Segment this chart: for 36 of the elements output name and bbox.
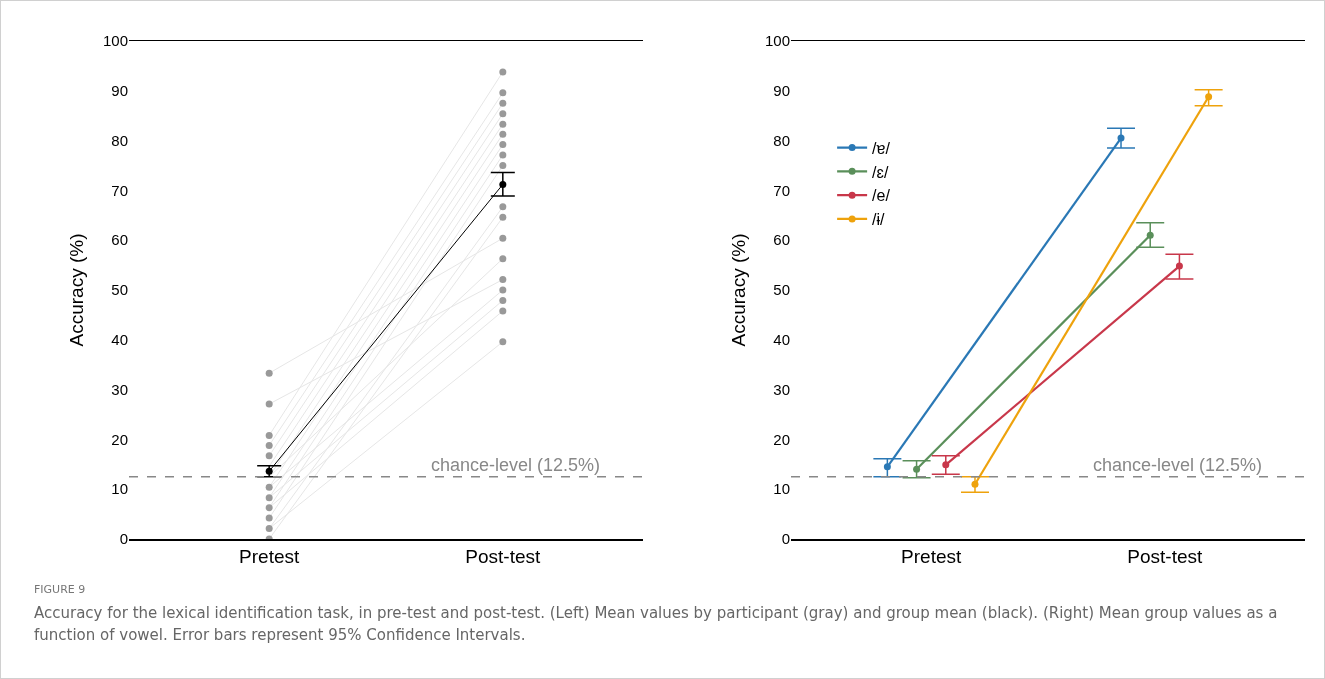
y-tick-label: 20 — [111, 430, 128, 448]
y-tick-label: 10 — [111, 480, 128, 498]
y-axis-title: Accuracy (%) — [727, 233, 749, 347]
x-tick-label: Pretest — [239, 546, 300, 568]
y-tick-label: 0 — [119, 530, 128, 548]
y-tick-label: 80 — [111, 131, 128, 149]
y-tick-label: 60 — [773, 231, 790, 249]
y-tick-label: 50 — [111, 281, 128, 299]
y-tick-label: 100 — [764, 32, 790, 50]
legend-label: /ɐ/ — [872, 139, 891, 157]
x-tick-label: Pretest — [901, 546, 962, 568]
y-tick-label: 70 — [773, 181, 790, 199]
y-tick-label: 30 — [111, 380, 128, 398]
y-tick-label: 40 — [773, 331, 790, 349]
caption: FIGURE 9 — [34, 583, 87, 596]
y-tick-label: 60 — [111, 231, 128, 249]
y-tick-label: 100 — [102, 32, 128, 50]
y-tick-label: 80 — [773, 131, 790, 149]
legend-label: /ɛ/ — [872, 163, 889, 181]
y-axis-title: Accuracy (%) — [65, 233, 87, 347]
legend-label: /e/ — [872, 187, 891, 205]
y-tick-label: 50 — [773, 281, 790, 299]
y-tick-label: 90 — [111, 82, 128, 100]
y-tick-label: 0 — [781, 530, 790, 548]
y-tick-label: 40 — [111, 331, 128, 349]
y-tick-label: 20 — [773, 430, 790, 448]
ref-line-label: chance-level (12.5%) — [1093, 455, 1263, 475]
y-tick-label: 10 — [773, 480, 790, 498]
text: Accuracy for the lexical identification task, in pre-test and post-test. (Left) Mean values by participant (gray) and group mean (black). (Right) Mean group values as a function of vowel. Error bars represent 95% Confidence Intervals. — [34, 603, 1279, 646]
y-tick-label: 90 — [773, 82, 790, 100]
x-tick-label: Post-test — [465, 546, 542, 568]
y-tick-label: 70 — [111, 181, 128, 199]
legend-label: /ɨ/ — [872, 211, 886, 229]
x-tick-label: Post-test — [1127, 546, 1204, 568]
ref-line-label: chance-level (12.5%) — [431, 455, 601, 475]
y-tick-label: 30 — [773, 380, 790, 398]
